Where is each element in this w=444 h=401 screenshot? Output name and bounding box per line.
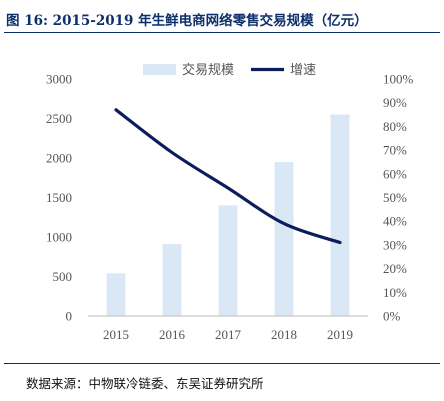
x-axis-ticks: 2015 2016 2017 2018 2019 bbox=[103, 327, 353, 342]
source-rule bbox=[4, 363, 440, 364]
x-tick-label: 2017 bbox=[215, 327, 242, 342]
bar-2015 bbox=[106, 273, 126, 316]
right-tick-label: 100% bbox=[383, 72, 414, 87]
right-tick-label: 40% bbox=[383, 214, 407, 229]
bar-2016 bbox=[162, 244, 182, 316]
title-underline bbox=[4, 32, 440, 33]
right-tick-label: 30% bbox=[383, 237, 407, 252]
left-tick-label: 500 bbox=[53, 269, 73, 284]
right-tick-label: 70% bbox=[383, 143, 407, 158]
growth-line bbox=[114, 108, 342, 245]
bar-2019 bbox=[330, 114, 350, 316]
x-tick-label: 2018 bbox=[271, 327, 297, 342]
source-note: 数据来源：中物联冷链委、东吴证券研究所 bbox=[26, 376, 264, 391]
left-tick-label: 3000 bbox=[46, 72, 72, 87]
right-tick-label: 60% bbox=[383, 166, 407, 181]
legend-bar-label: 交易规模 bbox=[182, 62, 234, 77]
legend-line-label: 增速 bbox=[290, 62, 316, 77]
x-tick-label: 2015 bbox=[103, 327, 129, 342]
right-tick-label: 10% bbox=[383, 285, 407, 300]
legend-bar-swatch bbox=[143, 64, 176, 75]
right-tick-label: 80% bbox=[383, 119, 407, 134]
right-tick-label: 90% bbox=[383, 95, 407, 110]
right-tick-label: 20% bbox=[383, 261, 407, 276]
figure-title: 图 16: 2015-2019 年生鲜电商网络零售交易规模（亿元） bbox=[6, 13, 368, 29]
right-axis-ticks: 0% 10% 20% 30% 40% 50% 60% 70% 80% 90% 100% bbox=[383, 72, 414, 324]
left-tick-label: 0 bbox=[66, 309, 73, 324]
legend: 交易规模 增速 bbox=[143, 62, 316, 77]
left-axis-ticks: 0 500 1000 1500 2000 2500 3000 bbox=[46, 72, 72, 324]
right-tick-label: 50% bbox=[383, 190, 407, 205]
bar-2017 bbox=[218, 205, 238, 316]
right-tick-label: 0% bbox=[383, 309, 401, 324]
left-tick-label: 2000 bbox=[46, 151, 72, 166]
bar-series bbox=[106, 114, 350, 316]
left-tick-label: 1000 bbox=[46, 230, 72, 245]
x-tick-label: 2019 bbox=[327, 327, 353, 342]
bar-2018 bbox=[274, 161, 294, 316]
left-tick-label: 1500 bbox=[46, 190, 72, 205]
x-tick-label: 2016 bbox=[159, 327, 186, 342]
left-tick-label: 2500 bbox=[46, 111, 72, 126]
